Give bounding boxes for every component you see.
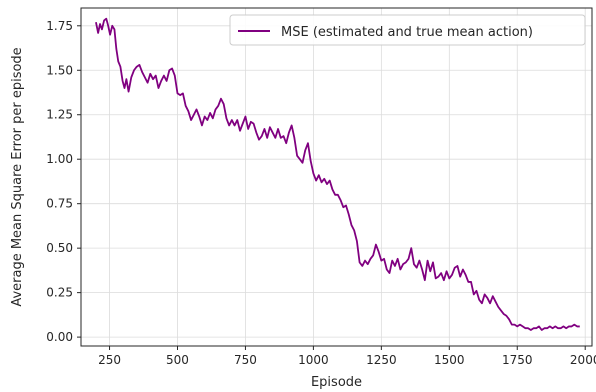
x-tick-label: 500 (166, 353, 189, 367)
y-tick-label: 1.75 (46, 19, 73, 33)
legend-box (229, 14, 586, 46)
y-tick-label: 0.00 (46, 330, 73, 344)
grid-lines (81, 8, 592, 346)
y-tick-label: 0.75 (46, 197, 73, 211)
x-tick-label: 750 (234, 353, 257, 367)
x-tick-label: 1750 (502, 353, 533, 367)
x-tick-label: 1000 (298, 353, 329, 367)
legend-label: MSE (estimated and true mean action) (281, 25, 533, 40)
plot-frame (80, 7, 593, 347)
x-tick-label: 1250 (366, 353, 397, 367)
y-tick-label: 0.25 (46, 286, 73, 300)
series-line-mse (95, 17, 580, 331)
y-tick-label: 1.00 (46, 152, 73, 166)
x-tick-label: 1500 (434, 353, 465, 367)
y-axis-title: Average Mean Square Error per episode (10, 47, 25, 306)
legend: MSE (estimated and true mean action) (229, 14, 586, 46)
y-axis: 0.00 0.25 0.50 0.75 1.00 1.25 1.50 1.75 (46, 19, 81, 344)
y-tick-label: 1.25 (46, 108, 73, 122)
x-tick-label: 250 (98, 353, 121, 367)
x-axis-title: Episode (311, 375, 362, 390)
y-tick-label: 1.50 (46, 63, 73, 77)
y-tick-label: 0.50 (46, 241, 73, 255)
